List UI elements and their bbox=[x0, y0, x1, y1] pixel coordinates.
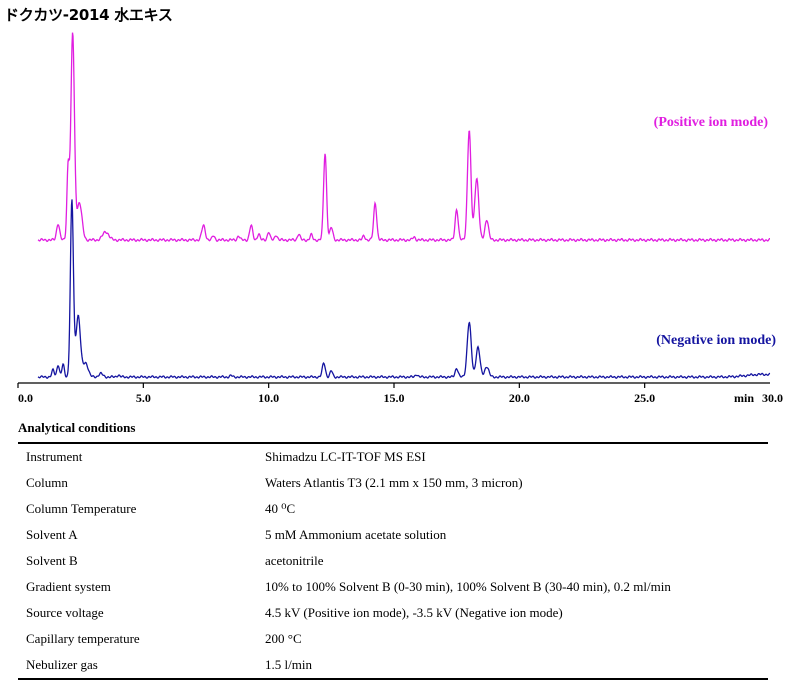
condition-label: Gradient system bbox=[26, 579, 111, 594]
negative-ion-trace bbox=[37, 199, 771, 379]
condition-row: Column Waters Atlantis T3 (2.1 mm x 150 m… bbox=[18, 470, 768, 496]
x-tick-label: 0.0 bbox=[18, 391, 33, 405]
condition-label: Solvent A bbox=[26, 527, 78, 542]
x-tick-label: 10.0 bbox=[258, 391, 279, 405]
condition-value: 40 ⁰C bbox=[265, 501, 296, 516]
condition-label: Column bbox=[26, 475, 68, 490]
x-axis-end-label: 30.0 bbox=[762, 391, 783, 405]
condition-row: Solvent B acetonitrile bbox=[18, 548, 768, 574]
x-axis-unit-label: min bbox=[734, 391, 754, 405]
condition-row: Gradient system 10% to 100% Solvent B (0-… bbox=[18, 574, 768, 600]
condition-label: Source voltage bbox=[26, 605, 104, 620]
x-tick-label: 25.0 bbox=[634, 391, 655, 405]
x-tick-label: 15.0 bbox=[384, 391, 405, 405]
condition-value: 5 mM Ammonium acetate solution bbox=[265, 527, 447, 542]
condition-row: Instrument Shimadzu LC-IT-TOF MS ESI bbox=[18, 443, 768, 470]
condition-value: acetonitrile bbox=[265, 553, 324, 568]
condition-row: Source voltage 4.5 kV (Positive ion mode)… bbox=[18, 600, 768, 626]
condition-row: Capillary temperature 200 °C bbox=[18, 626, 768, 652]
condition-label: Column Temperature bbox=[26, 501, 137, 516]
condition-value: Shimadzu LC-IT-TOF MS ESI bbox=[265, 449, 426, 464]
condition-row: Solvent A 5 mM Ammonium acetate solution bbox=[18, 522, 768, 548]
condition-value: Waters Atlantis T3 (2.1 mm x 150 mm, 3 m… bbox=[265, 475, 523, 490]
x-axis-ticks: 0.0 5.0 10.0 15.0 20.0 25.0 bbox=[17, 383, 655, 405]
condition-value: 4.5 kV (Positive ion mode), -3.5 kV (Neg… bbox=[265, 605, 563, 620]
condition-value: 1.5 l/min bbox=[265, 657, 312, 672]
condition-label: Nebulizer gas bbox=[26, 657, 98, 672]
chromatogram-chart: (Positive ion mode) (Negative ion mode) … bbox=[17, 32, 783, 405]
condition-value: 10% to 100% Solvent B (0-30 min), 100% S… bbox=[265, 579, 671, 594]
chart-title: ドクカツ-2014 水エキス bbox=[4, 6, 173, 24]
conditions-table: Instrument Shimadzu LC-IT-TOF MS ESI Colum… bbox=[18, 442, 768, 680]
positive-ion-label: (Positive ion mode) bbox=[654, 115, 769, 130]
positive-ion-trace bbox=[37, 32, 770, 243]
conditions-title: Analytical conditions bbox=[18, 420, 136, 435]
x-tick-label: 5.0 bbox=[136, 391, 151, 405]
condition-row: Column Temperature 40 ⁰C bbox=[18, 496, 768, 522]
condition-label: Solvent B bbox=[26, 553, 78, 568]
condition-row: Nebulizer gas 1.5 l/min bbox=[18, 652, 768, 679]
negative-ion-label: (Negative ion mode) bbox=[656, 333, 776, 348]
condition-value: 200 °C bbox=[265, 631, 302, 646]
condition-label: Instrument bbox=[26, 449, 83, 464]
x-tick-label: 20.0 bbox=[509, 391, 530, 405]
condition-label: Capillary temperature bbox=[26, 631, 140, 646]
